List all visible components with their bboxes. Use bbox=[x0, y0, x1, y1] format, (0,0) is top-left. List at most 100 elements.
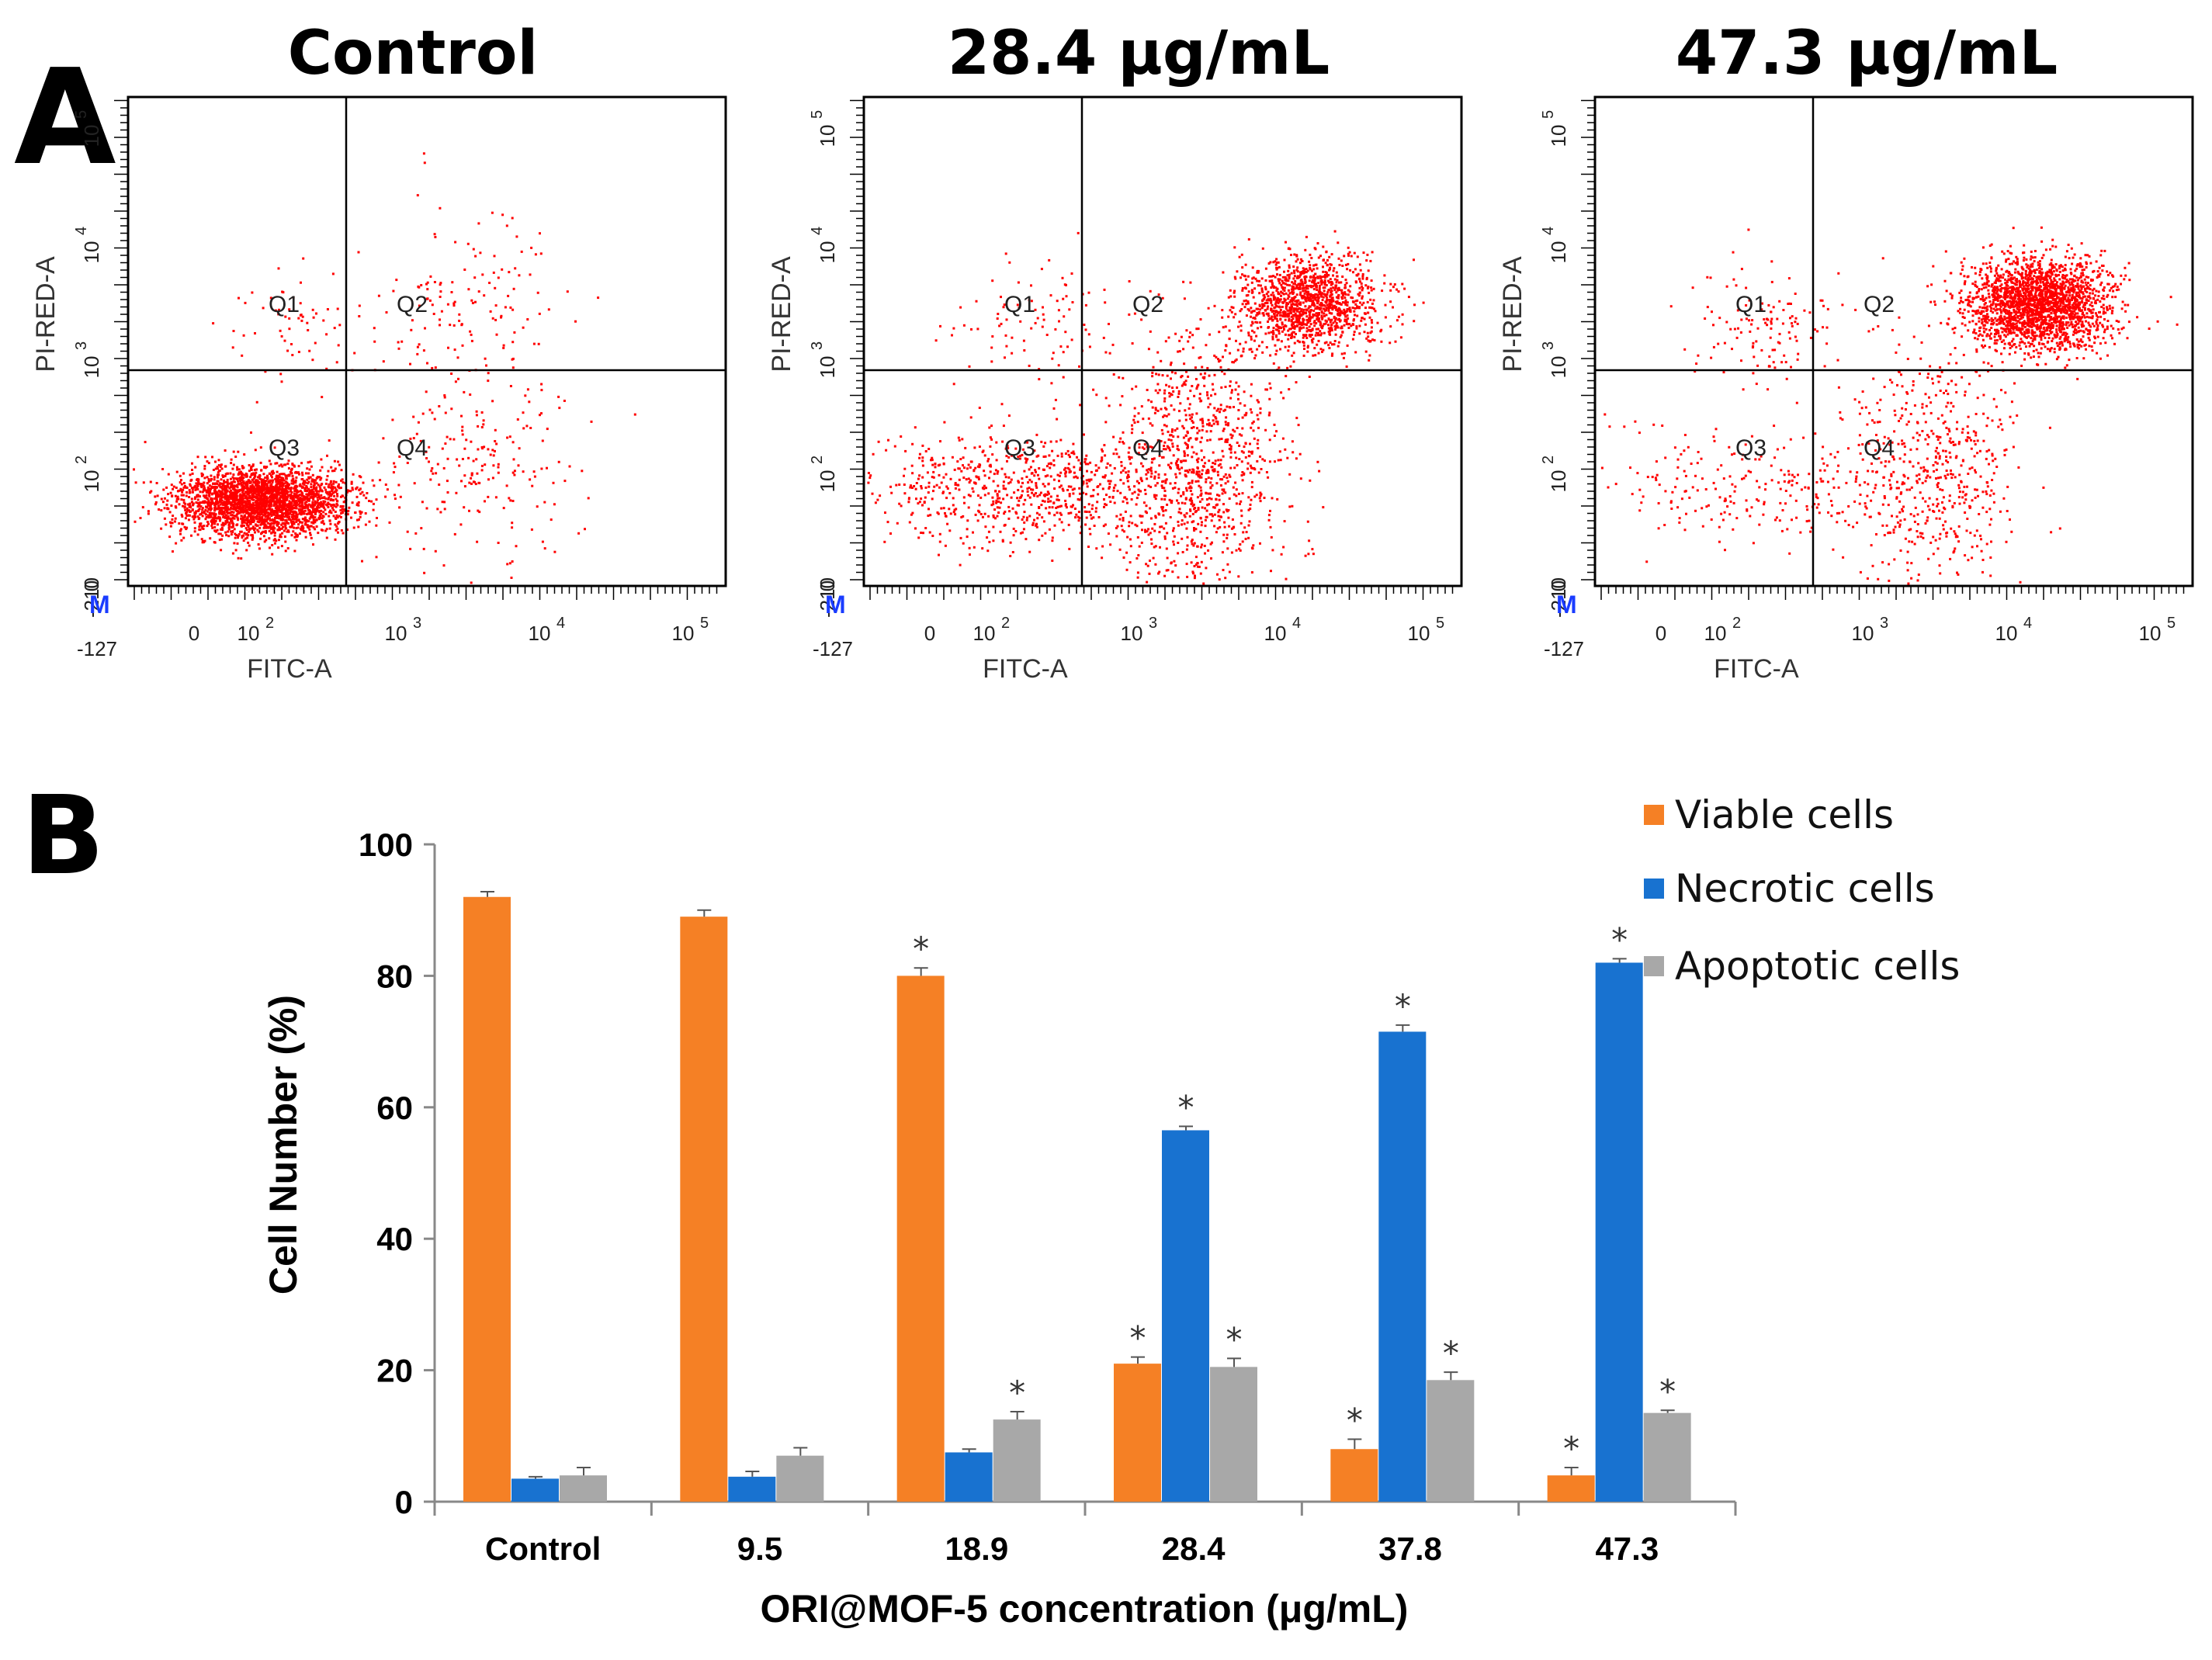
panel-a-label: A bbox=[14, 41, 116, 195]
significance-marker: * bbox=[1611, 920, 1628, 958]
flow-plot-frame bbox=[127, 95, 727, 587]
x-tick-exponent: 5 bbox=[700, 615, 709, 632]
bar-2-1 bbox=[776, 1455, 824, 1502]
x-tick-label: 10 bbox=[2139, 622, 2162, 645]
y-tick-label: 80 bbox=[376, 958, 413, 994]
x-tick-label: -127 bbox=[813, 637, 853, 660]
bar-1-1 bbox=[728, 1476, 776, 1502]
flow-y-axis-label: PI-RED-A bbox=[767, 256, 796, 373]
bar-1-5 bbox=[1595, 962, 1643, 1502]
legend-label-1: Necrotic cells bbox=[1675, 866, 1935, 911]
bar-1-4 bbox=[1378, 1031, 1427, 1502]
x-tick-label: 47.3 bbox=[1595, 1530, 1659, 1567]
y-tick-label: 0 bbox=[80, 580, 103, 591]
y-tick-exponent: 4 bbox=[1540, 227, 1557, 235]
y-tick-exponent: 2 bbox=[73, 456, 90, 464]
x-tick-label: 10 bbox=[1121, 622, 1143, 645]
bar-1-3 bbox=[1162, 1130, 1209, 1502]
flow-events bbox=[1600, 226, 2179, 585]
flow-x-axis-label: FITC-A bbox=[983, 654, 1068, 684]
bar-2-4 bbox=[1427, 1380, 1475, 1502]
y-tick-exponent: 4 bbox=[809, 227, 826, 235]
y-tick-exponent: 2 bbox=[1540, 456, 1557, 464]
y-tick-label: -210 bbox=[1547, 577, 1570, 618]
flow-title-28: 28.4 μg/mL bbox=[948, 19, 1330, 88]
bar-chart: 0 20 40 60 80 100 Control 9.5 18.9 28.4 37.8 47.3 *… bbox=[262, 792, 1960, 1631]
significance-marker: * bbox=[1130, 1319, 1146, 1357]
y-tick-exponent: 5 bbox=[809, 110, 826, 119]
x-tick-label: 10 bbox=[237, 622, 260, 645]
significance-marker: * bbox=[1178, 1088, 1194, 1126]
bar-axes: 0 20 40 60 80 100 Control 9.5 18.9 28.4 37.8 47.3 bbox=[359, 827, 1737, 1567]
y-tick-label: 10 bbox=[1547, 470, 1570, 493]
y-tick-label: 10 bbox=[816, 125, 839, 147]
bar-marks: * * * * * * * * * * * bbox=[463, 890, 1691, 1502]
significance-marker: * bbox=[1659, 1372, 1676, 1410]
quadrant-label-q1: Q1 bbox=[1735, 292, 1766, 317]
y-tick-exponent: 5 bbox=[1540, 110, 1557, 119]
x-tick-label: 37.8 bbox=[1378, 1530, 1442, 1567]
bar-2-3 bbox=[1210, 1367, 1257, 1502]
quadrant-label-q4: Q4 bbox=[397, 435, 428, 461]
significance-marker: * bbox=[1395, 987, 1411, 1025]
quadrant-label-q4: Q4 bbox=[1132, 435, 1163, 461]
x-tick-exponent: 5 bbox=[1436, 615, 1444, 632]
x-tick-label: 10 bbox=[1852, 622, 1874, 645]
x-tick-label: Control bbox=[485, 1530, 601, 1567]
x-tick-exponent: 3 bbox=[1149, 615, 1157, 632]
y-tick-label: 10 bbox=[80, 125, 103, 147]
y-tick-exponent: 3 bbox=[1540, 341, 1557, 350]
bar-0-3 bbox=[1114, 1364, 1161, 1502]
x-tick-exponent: 2 bbox=[1001, 615, 1010, 632]
flow-title-47: 47.3 μg/mL bbox=[1676, 19, 2058, 88]
flow-plot-frame bbox=[1593, 95, 2194, 587]
y-tick-label: 60 bbox=[376, 1090, 413, 1126]
y-tick-label: 10 bbox=[816, 470, 839, 493]
x-tick-label: 10 bbox=[973, 622, 996, 645]
legend-label-2: Apoptotic cells bbox=[1675, 944, 1960, 989]
flow-events bbox=[133, 152, 636, 584]
quadrant-label-q1: Q1 bbox=[1004, 292, 1035, 317]
x-tick-label: -127 bbox=[1544, 637, 1584, 660]
significance-marker: * bbox=[1347, 1402, 1363, 1440]
x-tick-label: 10 bbox=[385, 622, 407, 645]
x-tick-label: 10 bbox=[1995, 622, 2018, 645]
bar-0-5 bbox=[1547, 1475, 1595, 1502]
y-tick-label: 0 bbox=[395, 1484, 413, 1520]
x-tick-label: 10 bbox=[1704, 622, 1727, 645]
y-tick-exponent: 3 bbox=[809, 341, 826, 350]
legend-swatch-2 bbox=[1644, 956, 1664, 976]
x-tick-exponent: 4 bbox=[2023, 615, 2032, 632]
x-tick-exponent: 5 bbox=[2167, 615, 2176, 632]
y-tick-label: 40 bbox=[376, 1221, 413, 1257]
y-tick-exponent: 2 bbox=[809, 456, 826, 464]
x-tick-exponent: 3 bbox=[413, 615, 421, 632]
y-tick-label: 20 bbox=[376, 1353, 413, 1389]
panel-b-label: B bbox=[22, 773, 105, 899]
legend: Viable cells Necrotic cells Apoptotic cell… bbox=[1644, 792, 1960, 989]
quadrant-label-q3: Q3 bbox=[1004, 435, 1035, 461]
flow-events bbox=[867, 230, 1425, 585]
x-tick-label: 0 bbox=[1656, 622, 1666, 645]
x-tick-label: 28.4 bbox=[1162, 1530, 1226, 1567]
flow-x-axis-label: FITC-A bbox=[1714, 654, 1799, 684]
quadrant-label-q1: Q1 bbox=[269, 292, 300, 317]
legend-swatch-0 bbox=[1644, 805, 1664, 825]
y-tick-exponent: 4 bbox=[73, 227, 90, 235]
x-tick-exponent: 4 bbox=[556, 615, 565, 632]
bar-0-4 bbox=[1330, 1449, 1378, 1502]
x-tick-exponent: 2 bbox=[1732, 615, 1741, 632]
x-tick-label: 0 bbox=[189, 622, 199, 645]
x-tick-label: 0 bbox=[924, 622, 935, 645]
flow-x-axis-label: FITC-A bbox=[247, 654, 332, 684]
significance-marker: * bbox=[1443, 1334, 1459, 1372]
quadrant-label-q2: Q2 bbox=[1132, 292, 1163, 317]
significance-marker: * bbox=[1009, 1374, 1025, 1412]
y-tick-label: -210 bbox=[80, 577, 103, 618]
bar-0-2 bbox=[896, 976, 945, 1502]
quadrant-label-q3: Q3 bbox=[269, 435, 300, 461]
